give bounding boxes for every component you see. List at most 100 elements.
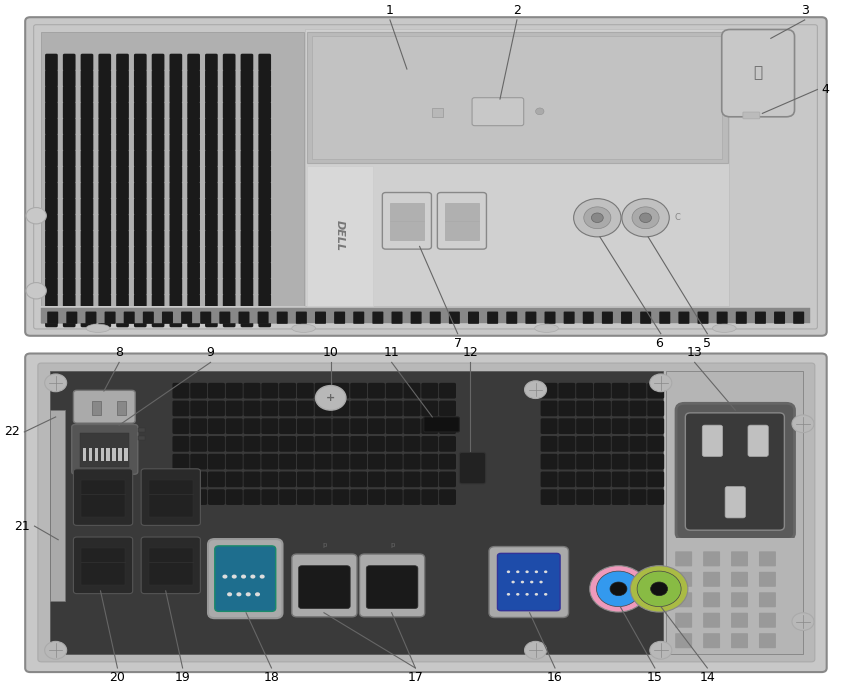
FancyBboxPatch shape (583, 312, 594, 324)
FancyBboxPatch shape (205, 246, 218, 263)
FancyBboxPatch shape (152, 150, 164, 167)
FancyBboxPatch shape (755, 312, 766, 324)
FancyBboxPatch shape (297, 383, 313, 398)
FancyBboxPatch shape (143, 312, 154, 324)
FancyBboxPatch shape (241, 150, 253, 167)
FancyBboxPatch shape (187, 230, 200, 247)
FancyBboxPatch shape (258, 70, 271, 87)
FancyBboxPatch shape (223, 182, 235, 199)
Text: 20: 20 (109, 671, 125, 684)
FancyBboxPatch shape (45, 102, 58, 119)
FancyBboxPatch shape (244, 436, 261, 452)
FancyBboxPatch shape (558, 418, 575, 434)
FancyBboxPatch shape (241, 118, 253, 135)
FancyBboxPatch shape (332, 383, 349, 398)
FancyBboxPatch shape (152, 54, 164, 71)
FancyBboxPatch shape (187, 182, 200, 199)
FancyBboxPatch shape (403, 454, 420, 469)
FancyBboxPatch shape (191, 401, 208, 416)
FancyBboxPatch shape (576, 383, 593, 398)
FancyBboxPatch shape (385, 418, 402, 434)
FancyBboxPatch shape (703, 613, 720, 628)
FancyBboxPatch shape (241, 311, 253, 327)
FancyBboxPatch shape (63, 262, 75, 279)
Circle shape (792, 613, 814, 631)
FancyBboxPatch shape (298, 565, 350, 609)
Ellipse shape (534, 324, 558, 333)
FancyBboxPatch shape (63, 246, 75, 263)
FancyBboxPatch shape (149, 548, 193, 585)
Circle shape (590, 565, 647, 612)
FancyBboxPatch shape (759, 592, 776, 607)
FancyBboxPatch shape (181, 312, 192, 324)
FancyBboxPatch shape (98, 198, 111, 215)
FancyBboxPatch shape (675, 592, 692, 607)
FancyBboxPatch shape (208, 489, 225, 505)
FancyBboxPatch shape (558, 383, 575, 398)
FancyBboxPatch shape (659, 312, 670, 324)
FancyBboxPatch shape (640, 312, 651, 324)
FancyBboxPatch shape (280, 383, 296, 398)
FancyBboxPatch shape (223, 246, 235, 263)
FancyBboxPatch shape (98, 118, 111, 135)
Circle shape (26, 207, 47, 224)
FancyBboxPatch shape (141, 469, 201, 526)
FancyBboxPatch shape (205, 150, 218, 167)
FancyBboxPatch shape (241, 246, 253, 263)
FancyBboxPatch shape (169, 246, 182, 263)
FancyBboxPatch shape (205, 118, 218, 135)
Text: 10: 10 (323, 346, 339, 359)
FancyBboxPatch shape (45, 54, 58, 71)
FancyBboxPatch shape (34, 25, 817, 329)
FancyBboxPatch shape (169, 311, 182, 327)
FancyBboxPatch shape (621, 312, 632, 324)
FancyBboxPatch shape (116, 311, 129, 327)
FancyBboxPatch shape (173, 401, 190, 416)
FancyBboxPatch shape (80, 214, 93, 231)
FancyBboxPatch shape (366, 565, 418, 609)
FancyBboxPatch shape (98, 311, 111, 327)
FancyBboxPatch shape (50, 410, 65, 601)
FancyBboxPatch shape (149, 480, 193, 517)
FancyBboxPatch shape (576, 489, 593, 505)
FancyBboxPatch shape (703, 572, 720, 587)
FancyBboxPatch shape (437, 192, 486, 249)
FancyBboxPatch shape (205, 294, 218, 311)
FancyBboxPatch shape (403, 489, 420, 505)
FancyBboxPatch shape (594, 471, 611, 487)
FancyBboxPatch shape (421, 401, 438, 416)
FancyBboxPatch shape (280, 401, 296, 416)
FancyBboxPatch shape (759, 633, 776, 649)
FancyBboxPatch shape (332, 418, 349, 434)
FancyBboxPatch shape (241, 262, 253, 279)
Circle shape (516, 593, 519, 596)
FancyBboxPatch shape (305, 30, 728, 306)
FancyBboxPatch shape (152, 102, 164, 119)
FancyBboxPatch shape (170, 376, 474, 509)
FancyBboxPatch shape (421, 471, 438, 487)
FancyBboxPatch shape (45, 294, 58, 311)
Circle shape (584, 207, 611, 229)
FancyBboxPatch shape (98, 134, 111, 151)
FancyBboxPatch shape (368, 489, 385, 505)
Circle shape (573, 199, 621, 237)
FancyBboxPatch shape (81, 548, 125, 585)
FancyBboxPatch shape (439, 489, 456, 505)
FancyBboxPatch shape (262, 471, 279, 487)
Text: 8: 8 (115, 346, 123, 359)
FancyBboxPatch shape (241, 294, 253, 311)
FancyBboxPatch shape (612, 401, 628, 416)
FancyBboxPatch shape (226, 454, 243, 469)
FancyBboxPatch shape (241, 134, 253, 151)
FancyBboxPatch shape (368, 383, 385, 398)
FancyBboxPatch shape (215, 546, 276, 611)
FancyBboxPatch shape (350, 418, 367, 434)
FancyBboxPatch shape (647, 489, 664, 505)
FancyBboxPatch shape (675, 552, 692, 566)
FancyBboxPatch shape (134, 134, 147, 151)
FancyBboxPatch shape (759, 613, 776, 628)
FancyBboxPatch shape (297, 489, 313, 505)
FancyBboxPatch shape (449, 312, 460, 324)
Ellipse shape (292, 324, 315, 333)
FancyBboxPatch shape (647, 454, 664, 469)
